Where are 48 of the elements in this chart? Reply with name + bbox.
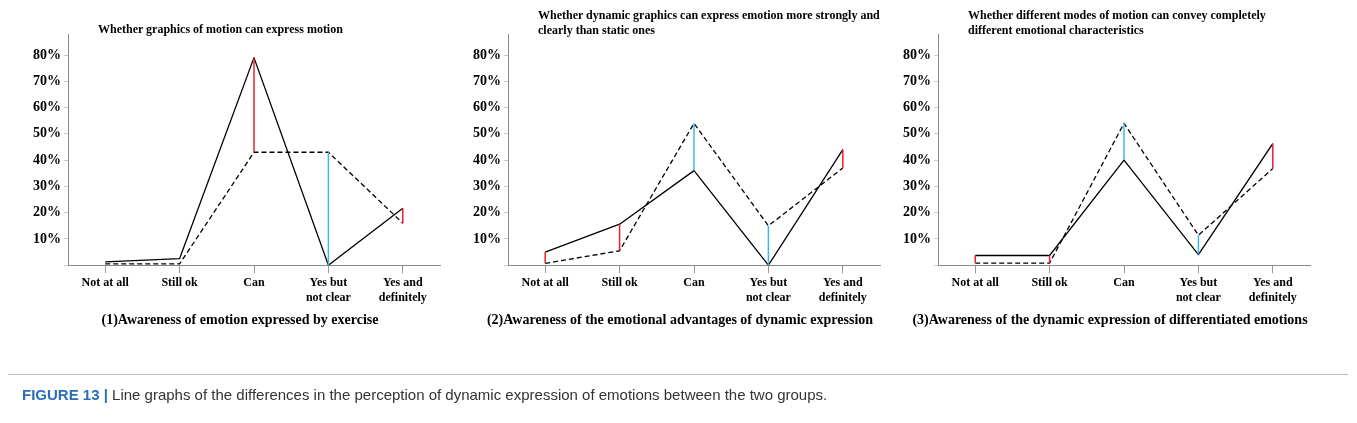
y-tick-label: 20%: [33, 204, 61, 220]
y-tick-label: 10%: [473, 230, 501, 246]
x-tick-label: Can: [243, 275, 265, 290]
y-tick-label: 80%: [473, 46, 501, 62]
line-series: [544, 122, 844, 265]
x-tick-label: Still ok: [161, 275, 199, 290]
x-tick-label: Can: [1113, 275, 1135, 290]
y-tick-label: 30%: [473, 177, 501, 193]
y-tick-label: 40%: [903, 151, 931, 167]
x-tick-label: Yes but not clear: [305, 275, 352, 304]
x-tick-label: Yes but not clear: [745, 275, 792, 304]
x-axis-title: (2)Awareness of the emotional advantages of dynamic expression: [485, 312, 875, 328]
x-axis-title: (1)Awareness of emotion expressed by exercise: [100, 312, 380, 328]
x-tick-label: Still ok: [1031, 275, 1069, 290]
y-tick-label: 70%: [33, 72, 61, 88]
y-tick-label: 60%: [473, 99, 501, 115]
y-tick-label: 30%: [33, 177, 61, 193]
y-tick-label: 50%: [33, 125, 61, 141]
y-tick-label: 30%: [903, 177, 931, 193]
chart-title: Whether different modes of motion can convey completely different emotional characteristics: [968, 8, 1266, 38]
y-tick-label: 50%: [473, 125, 501, 141]
x-tick-label: Still ok: [601, 275, 639, 290]
x-tick-label: Not at all: [951, 275, 1000, 290]
caption: FIGURE 13 | Line graphs of the differences in the perception of dynamic expression of emotions between the two groups.: [22, 386, 828, 403]
y-tick-label: 20%: [903, 204, 931, 220]
x-tick-label: Can: [683, 275, 705, 290]
y-tick-label: 80%: [903, 46, 931, 62]
y-tick-label: 60%: [903, 99, 931, 115]
x-tick-label: Yes and definitely: [818, 275, 867, 304]
chart-title: Whether graphics of motion can express motion: [98, 22, 344, 37]
y-tick-label: 80%: [33, 46, 61, 62]
y-tick-label: 40%: [473, 151, 501, 167]
line-series: [974, 122, 1274, 264]
y-tick-label: 10%: [33, 230, 61, 246]
x-tick-label: Not at all: [81, 275, 130, 290]
x-tick-label: Yes and definitely: [1248, 275, 1297, 304]
chart-title: Whether dynamic graphics can express emotion more strongly and clearly than static ones: [538, 8, 881, 38]
x-axis-title: (3)Awareness of the dynamic expression of differentiated emotions: [911, 312, 1309, 328]
y-tick-label: 60%: [33, 99, 61, 115]
x-tick-label: Yes and definitely: [378, 275, 427, 304]
y-tick-label: 40%: [33, 151, 61, 167]
y-tick-label: 70%: [903, 72, 931, 88]
y-tick-label: 50%: [903, 125, 931, 141]
x-tick-label: Not at all: [521, 275, 570, 290]
y-tick-label: 10%: [903, 230, 931, 246]
y-tick-label: 70%: [473, 72, 501, 88]
y-tick-label: 20%: [473, 204, 501, 220]
x-tick-label: Yes but not clear: [1175, 275, 1222, 304]
